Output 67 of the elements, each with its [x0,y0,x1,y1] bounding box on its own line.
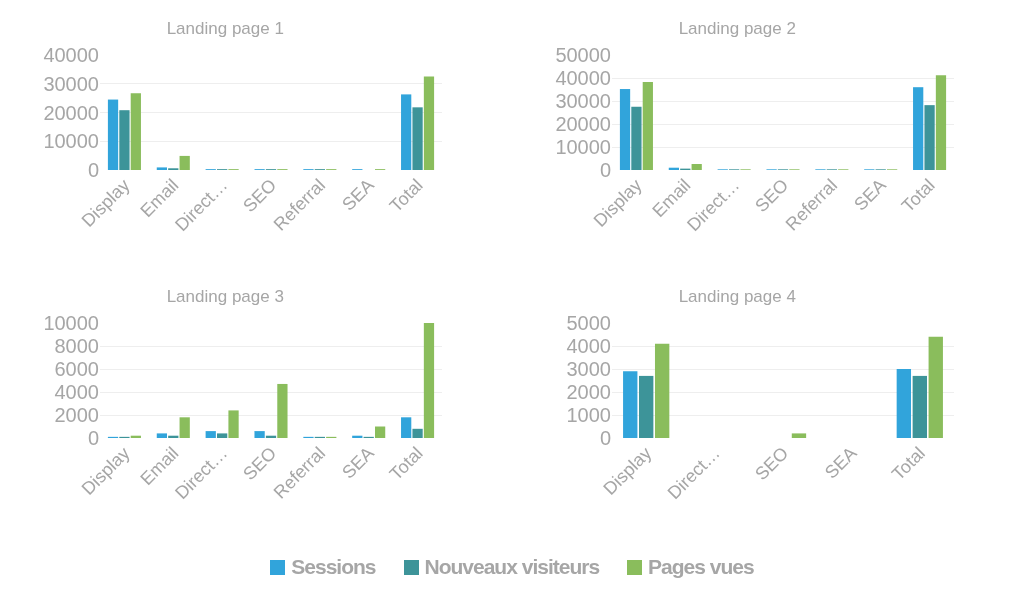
bar [119,110,130,170]
y-tick-label: 0 [87,427,99,449]
y-tick-label: 3000 [566,358,611,380]
y-tick-label: 20000 [43,101,99,124]
bar [217,433,228,438]
bar [791,433,807,438]
bar [156,167,168,170]
y-tick-label: 2000 [566,381,611,403]
y-tick-label: 40000 [555,67,611,89]
bar [179,417,190,438]
bar [412,107,423,170]
bar [254,431,265,438]
bar [935,75,947,170]
bar [912,375,927,438]
y-tick-label: 5000 [566,312,611,334]
x-tick-label: SEA [820,443,861,483]
bar [423,323,435,438]
y-tick-label: 0 [599,427,611,449]
bar [639,375,654,438]
bar [928,336,943,438]
bar [205,431,216,438]
bar [401,94,412,170]
bar [156,433,168,438]
bar [896,369,912,438]
legend-label: Pages vues [648,555,754,579]
bar [913,87,924,170]
bar [374,426,386,438]
x-tick-label: SEA [850,175,890,215]
y-tick-label: 0 [599,159,611,181]
bar [277,383,288,438]
chart-title: Landing page 3 [166,286,284,306]
y-tick-label: 20000 [555,113,611,135]
y-tick-label: 30000 [43,72,99,95]
legend-label: Nouveaux visiteurs [424,555,600,579]
x-tick-label: SEA [338,175,378,215]
bar [179,155,190,170]
y-tick-label: 8000 [54,335,99,357]
y-tick-label: 4000 [566,335,611,357]
bar [107,99,119,170]
y-tick-label: 10000 [555,136,611,158]
x-tick-label: SEA [338,443,378,483]
chart-title: Landing page 1 [166,18,284,38]
bar [924,105,935,170]
y-tick-label: 4000 [54,381,99,403]
y-tick-label: 6000 [54,358,99,380]
chart-title: Landing page 2 [678,18,796,38]
y-tick-label: 10000 [43,312,99,334]
bar [228,410,239,438]
y-tick-label: 2000 [54,404,99,426]
bar [691,164,702,170]
bar [412,428,423,438]
bar [654,343,670,438]
bar [631,106,642,170]
bar [130,93,141,170]
y-tick-label: 0 [87,159,99,181]
y-tick-label: 40000 [43,44,99,66]
legend-label: Sessions [291,555,376,579]
bar [619,89,631,170]
y-tick-label: 1000 [566,404,611,426]
bar [623,371,638,438]
bar [401,417,412,438]
bar [642,81,653,170]
bar [423,76,435,170]
y-tick-label: 50000 [555,44,611,66]
y-tick-label: 10000 [43,130,99,153]
y-tick-label: 30000 [555,90,611,112]
chart-title: Landing page 4 [678,286,796,306]
